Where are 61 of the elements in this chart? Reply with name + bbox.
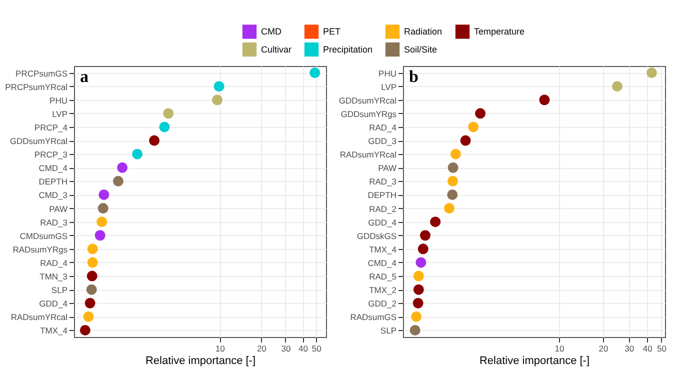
y-tick-label: RADsumYRcal [340,150,397,160]
y-tick-label: RAD_4 [40,258,68,268]
y-tick-label: PRCPsumYRcal [5,82,68,92]
y-tick-label: DEPTH [38,176,68,187]
legend-label: Temperature [474,26,525,37]
y-tick-label: RADsumYRcal [10,312,68,322]
y-tick-label: PAW [49,204,68,214]
y-tick-label: RAD_2 [369,204,397,214]
y-tick-label: SLP [51,285,68,296]
y-tick-label: RAD_3 [369,176,397,187]
y-tick-label: RADsumGS [350,312,397,322]
y-tick-label: TMN_3 [40,272,68,282]
y-tick-label: GDD_2 [368,298,397,309]
y-tick-label: SLP [380,326,397,336]
y-tick-label: PRCP_4 [34,122,68,132]
x-tick-label: 30 [624,344,634,354]
x-axis-title: Relative importance [-] [479,355,590,367]
y-tick-label: LVP [52,108,68,119]
legend-label: PET [323,26,342,37]
y-tick-label: PHU [50,95,68,106]
y-tick-label: DEPTH [368,190,396,200]
y-tick-label: GDDskGS [356,230,397,241]
x-tick-label: 20 [598,344,609,354]
y-tick-label: TMX_4 [369,244,397,254]
y-tick-label: GDD_3 [368,136,397,146]
x-tick-label: 50 [657,344,667,354]
y-tick-label: GDD_4 [368,217,397,228]
x-tick-label: 40 [298,344,308,354]
annotation: a [80,67,89,86]
y-tick-label: GDD_4 [39,298,68,309]
y-tick-label: PRCP_3 [34,150,68,160]
x-axis-title: Relative importance [-] [145,355,256,367]
y-tick-label: TMX_2 [369,285,397,296]
x-tick-label: 10 [554,344,564,354]
legend-label: CMD [261,26,282,37]
y-tick-label: TMX_4 [40,326,68,336]
x-tick-label: 10 [215,344,226,354]
x-tick-label: 20 [256,344,267,354]
y-tick-label: GDDsumYRgs [340,108,396,119]
x-tick-label: 50 [312,344,322,354]
y-tick-label: GDDsumYRcal [338,95,397,106]
legend-label: Cultivar [261,44,292,54]
y-tick-label: PHU [378,68,396,78]
y-tick-label: CMD_4 [368,258,397,268]
legend-label: Precipitation [323,44,373,54]
annotation: b [409,67,418,86]
y-tick-label: LVP [381,82,397,92]
y-tick-label: CMDsumGS [20,230,68,241]
x-tick-label: 40 [642,344,653,354]
y-tick-label: RAD_4 [369,122,397,132]
y-tick-label: GDDsumYRcal [10,136,68,146]
y-tick-label: CMD_3 [38,190,68,200]
y-tick-label: RADsumYRgs [12,244,68,254]
y-tick-label: RAD_3 [40,217,68,228]
y-tick-label: RAD_5 [369,272,397,282]
x-tick-label: 30 [281,344,291,354]
y-tick-label: PAW [378,163,396,174]
legend-label: Soil/Site [404,44,438,54]
legend-label: Radiation [404,26,442,37]
y-tick-label: CMD_4 [38,163,68,174]
y-tick-label: PRCPsumGS [16,68,68,78]
